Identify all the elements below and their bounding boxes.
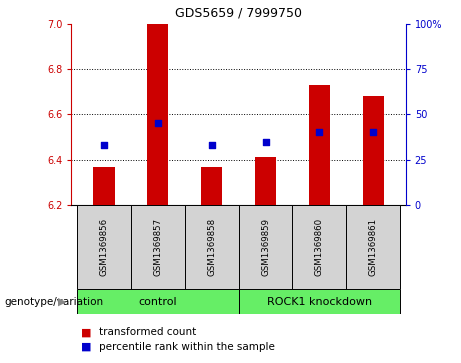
Bar (131, 205, 185, 289)
Bar (77, 289, 239, 314)
Text: GSM1369861: GSM1369861 (369, 218, 378, 276)
Text: GSM1369859: GSM1369859 (261, 218, 270, 276)
Bar (93, 167, 115, 205)
Text: GSM1369857: GSM1369857 (153, 218, 162, 276)
Text: GSM1369860: GSM1369860 (315, 218, 324, 276)
Text: percentile rank within the sample: percentile rank within the sample (99, 342, 275, 352)
Text: ■: ■ (81, 327, 91, 337)
Bar (239, 289, 400, 314)
Text: ROCK1 knockdown: ROCK1 knockdown (267, 297, 372, 307)
Point (262, 139, 269, 144)
Bar (346, 205, 400, 289)
Text: genotype/variation: genotype/variation (5, 297, 104, 307)
Point (154, 121, 161, 126)
Point (370, 130, 377, 135)
Bar (185, 205, 239, 289)
Bar (201, 167, 222, 205)
Title: GDS5659 / 7999750: GDS5659 / 7999750 (175, 7, 302, 20)
Bar (147, 24, 168, 205)
Bar (309, 85, 330, 205)
Bar (255, 158, 276, 205)
Text: GSM1369858: GSM1369858 (207, 218, 216, 276)
Text: ■: ■ (81, 342, 91, 352)
Text: GSM1369856: GSM1369856 (99, 218, 108, 276)
Text: ▶: ▶ (58, 297, 66, 307)
Point (316, 130, 323, 135)
Bar (77, 205, 131, 289)
Bar (362, 96, 384, 205)
Point (100, 142, 107, 148)
Text: control: control (138, 297, 177, 307)
Bar (239, 205, 292, 289)
Text: transformed count: transformed count (99, 327, 196, 337)
Point (208, 142, 215, 148)
Bar (292, 205, 346, 289)
